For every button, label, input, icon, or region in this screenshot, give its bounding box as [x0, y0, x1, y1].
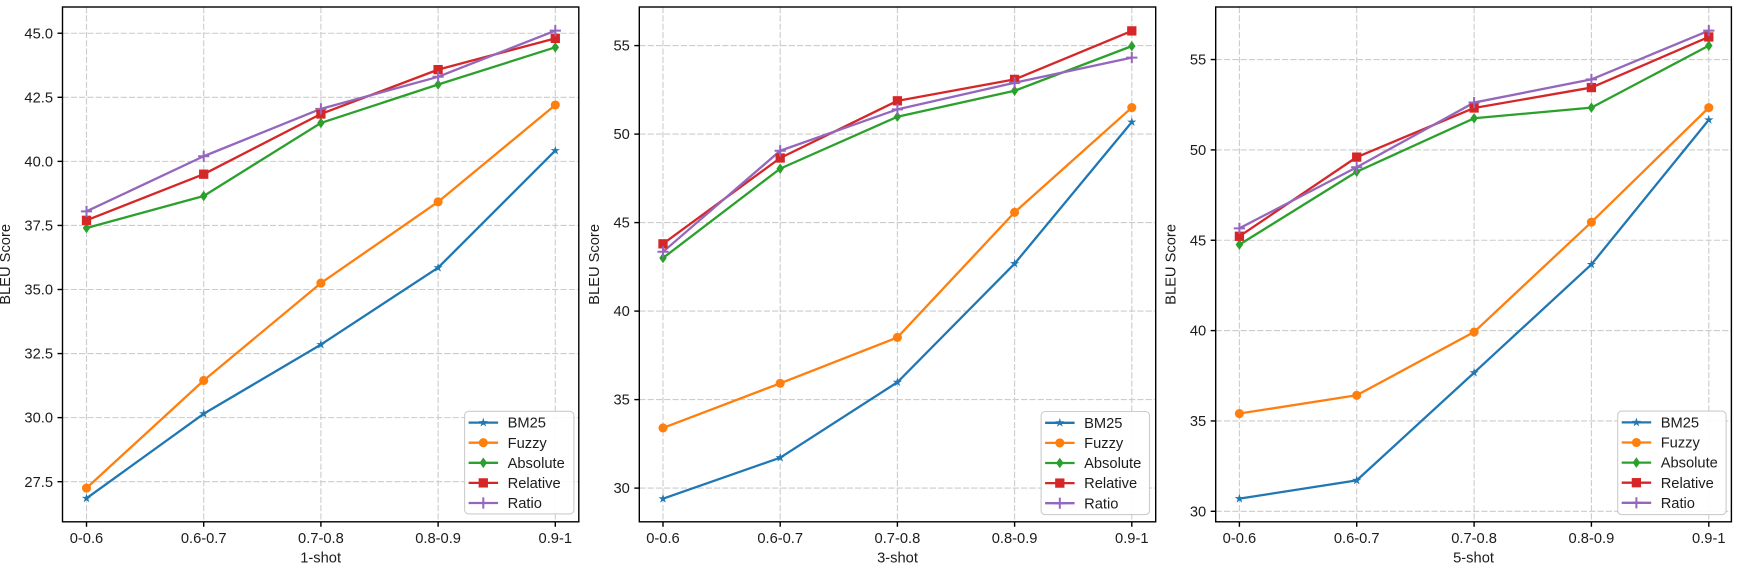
svg-text:Relative: Relative — [508, 476, 561, 492]
svg-text:Absolute: Absolute — [508, 456, 565, 472]
svg-text:55: 55 — [1190, 53, 1206, 69]
svg-text:BM25: BM25 — [508, 416, 546, 432]
svg-text:35: 35 — [1190, 414, 1206, 430]
svg-text:0.6-0.7: 0.6-0.7 — [757, 531, 803, 547]
svg-text:Absolute: Absolute — [1084, 456, 1141, 472]
svg-text:50: 50 — [613, 127, 629, 143]
svg-text:0.9-1: 0.9-1 — [1115, 531, 1148, 547]
svg-text:55: 55 — [613, 39, 629, 55]
svg-text:0.9-1: 0.9-1 — [539, 531, 572, 547]
svg-text:BM25: BM25 — [1084, 416, 1122, 432]
svg-text:BLEU Score: BLEU Score — [0, 224, 14, 305]
svg-text:Ratio: Ratio — [508, 496, 542, 512]
svg-text:1-shot: 1-shot — [300, 551, 341, 565]
svg-text:0.6-0.7: 0.6-0.7 — [181, 531, 227, 547]
svg-text:0-0.6: 0-0.6 — [646, 531, 679, 547]
svg-text:35: 35 — [613, 393, 629, 409]
svg-text:BLEU Score: BLEU Score — [587, 224, 603, 305]
svg-text:32.5: 32.5 — [24, 347, 53, 363]
svg-text:45: 45 — [613, 216, 629, 232]
svg-text:Fuzzy: Fuzzy — [1084, 436, 1124, 452]
svg-text:BM25: BM25 — [1661, 416, 1699, 432]
svg-text:50: 50 — [1190, 143, 1206, 159]
svg-text:Fuzzy: Fuzzy — [1661, 436, 1701, 452]
svg-text:30.0: 30.0 — [24, 411, 53, 427]
svg-text:Absolute: Absolute — [1661, 456, 1718, 472]
svg-text:37.5: 37.5 — [24, 219, 53, 235]
svg-text:Relative: Relative — [1084, 476, 1137, 492]
svg-text:0.8-0.9: 0.8-0.9 — [992, 531, 1038, 547]
svg-text:40.0: 40.0 — [24, 154, 53, 170]
svg-text:30: 30 — [613, 481, 629, 497]
svg-text:45.0: 45.0 — [24, 26, 53, 42]
svg-text:27.5: 27.5 — [24, 475, 53, 491]
svg-text:0.8-0.9: 0.8-0.9 — [1569, 531, 1615, 547]
svg-text:0.7-0.8: 0.7-0.8 — [298, 531, 344, 547]
svg-text:Ratio: Ratio — [1661, 496, 1695, 512]
svg-text:Relative: Relative — [1661, 476, 1714, 492]
svg-text:Fuzzy: Fuzzy — [508, 436, 548, 452]
svg-text:42.5: 42.5 — [24, 90, 53, 106]
svg-text:0-0.6: 0-0.6 — [1223, 531, 1256, 547]
svg-text:0.9-1: 0.9-1 — [1692, 531, 1725, 547]
svg-text:0.7-0.8: 0.7-0.8 — [1451, 531, 1497, 547]
svg-text:40: 40 — [1190, 324, 1206, 340]
svg-text:0.7-0.8: 0.7-0.8 — [875, 531, 921, 547]
svg-text:BLEU Score: BLEU Score — [1164, 224, 1180, 305]
svg-text:30: 30 — [1190, 504, 1206, 520]
svg-text:0-0.6: 0-0.6 — [70, 531, 103, 547]
svg-text:5-shot: 5-shot — [1453, 551, 1494, 565]
svg-text:45: 45 — [1190, 233, 1206, 249]
svg-text:3-shot: 3-shot — [877, 551, 918, 565]
svg-text:0.8-0.9: 0.8-0.9 — [415, 531, 461, 547]
svg-text:35.0: 35.0 — [24, 283, 53, 299]
svg-text:40: 40 — [613, 304, 629, 320]
svg-text:Ratio: Ratio — [1084, 496, 1118, 512]
svg-text:0.6-0.7: 0.6-0.7 — [1334, 531, 1380, 547]
